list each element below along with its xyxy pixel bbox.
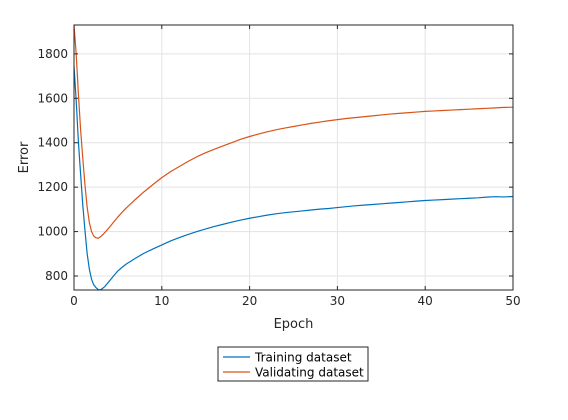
x-tick-label: 10: [154, 294, 169, 308]
series-line-validating: [73, 24, 514, 239]
legend-label-validating: Validating dataset: [255, 366, 364, 380]
plot-background: [74, 25, 513, 290]
legend-box: [217, 346, 369, 382]
y-axis-label: Error: [17, 141, 32, 173]
legend: Training dataset Validating dataset: [217, 346, 369, 382]
y-tick-label: 1600: [37, 91, 68, 105]
axes: [73, 24, 514, 291]
y-tick-label: 1200: [37, 180, 68, 194]
y-tick-label: 1000: [37, 225, 68, 239]
x-tick-label: 30: [330, 294, 345, 308]
ticks: 0 10 20 30 40 50 800 1000 1200 1400 1600 1800: [37, 25, 521, 308]
plot-frame: [73, 24, 514, 291]
x-tick-label: 40: [418, 294, 433, 308]
series-layer: [73, 24, 514, 291]
x-tick-label: 20: [242, 294, 257, 308]
x-axis-label: Epoch: [274, 317, 314, 332]
y-tick-label: 1800: [37, 47, 68, 61]
legend-label-training: Training dataset: [254, 351, 352, 365]
y-tick-label: 1400: [37, 136, 68, 150]
series-line-training: [73, 66, 514, 291]
x-tick-label: 0: [70, 294, 78, 308]
x-tick-label: 50: [505, 294, 520, 308]
y-tick-label: 800: [45, 269, 68, 283]
